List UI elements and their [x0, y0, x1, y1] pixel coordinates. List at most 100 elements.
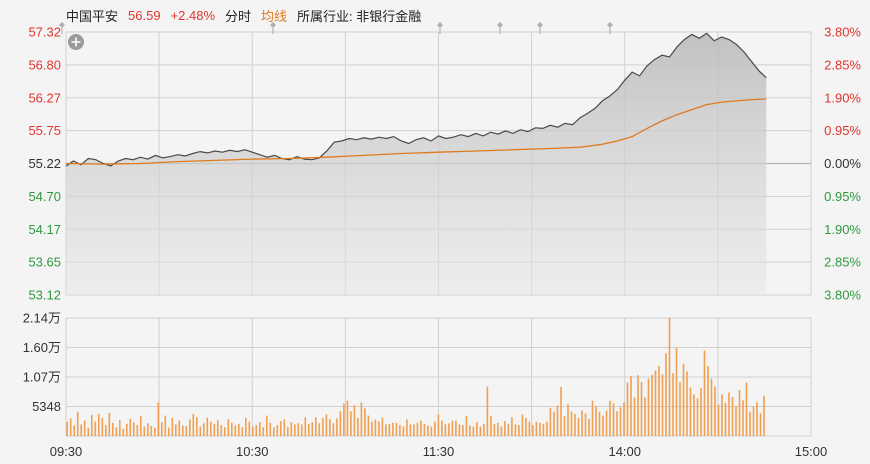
price-area-fill	[66, 33, 767, 296]
volume-bar	[220, 425, 223, 436]
volume-bar	[108, 412, 111, 436]
volume-bar	[350, 411, 352, 436]
volume-bar	[119, 420, 121, 436]
volume-bar	[343, 403, 345, 436]
volume-bar	[665, 353, 667, 436]
volume-bar	[157, 402, 160, 436]
volume-bar	[444, 424, 447, 436]
volume-bar	[105, 425, 107, 436]
volume-bar	[231, 422, 233, 436]
volume-bar	[546, 421, 548, 436]
x-tick: 11:30	[423, 444, 455, 459]
volume-bar	[395, 422, 398, 436]
industry-label[interactable]: 所属行业: 非银行金融	[297, 8, 422, 24]
volume-bar	[364, 408, 366, 436]
volume-bar	[570, 411, 573, 436]
volume-bar	[336, 418, 338, 436]
volume-bar	[87, 427, 90, 436]
plus-circle-icon	[71, 37, 81, 47]
volume-bar	[269, 422, 272, 436]
event-pin-icon	[59, 22, 65, 34]
volume-bar	[661, 374, 664, 436]
volume-bar	[672, 373, 674, 436]
volume-bar	[577, 417, 580, 436]
volume-bar	[413, 424, 415, 436]
average-price-line	[65, 98, 767, 165]
volume-bar	[490, 416, 492, 436]
volume-bar	[73, 425, 75, 436]
volume-bar	[301, 424, 303, 436]
volume-bar	[112, 422, 114, 436]
avg-line-label[interactable]: 均线	[261, 8, 288, 24]
volume-bar	[486, 386, 489, 436]
volume-bar	[399, 425, 401, 436]
volume-bar	[525, 417, 527, 436]
event-pin-icon	[607, 22, 613, 34]
volume-bar	[507, 423, 510, 436]
event-pin-icon	[437, 22, 443, 34]
volume-bar	[710, 378, 713, 436]
volume-bar	[591, 400, 594, 436]
volume-bar	[605, 410, 608, 436]
volume-bar	[290, 422, 293, 436]
y-tick-right: 3.80%	[824, 25, 861, 40]
volume-bar	[682, 363, 685, 436]
volume-bar	[707, 366, 709, 436]
volume-bar	[346, 400, 349, 436]
x-tick: 14:00	[608, 444, 641, 459]
volume-bar	[273, 427, 275, 436]
volume-bar	[339, 411, 342, 436]
volume-bar	[161, 422, 163, 436]
volume-bar	[532, 425, 534, 436]
volume-bar	[304, 417, 307, 436]
volume-bar	[696, 398, 699, 436]
volume-bar	[266, 415, 268, 436]
volume-bar	[735, 406, 737, 436]
event-pin-icon	[497, 22, 503, 34]
volume-bar	[192, 413, 195, 436]
event-markers[interactable]	[59, 22, 613, 34]
volume-bar	[700, 388, 702, 436]
volume-bar	[675, 347, 678, 436]
volume-bar	[374, 419, 377, 436]
volume-bar	[98, 413, 100, 436]
y-tick-left: 54.17	[28, 222, 61, 237]
volume-bar	[738, 390, 741, 436]
price-line	[65, 32, 767, 167]
volume-bar	[651, 374, 653, 436]
volume-bar	[588, 418, 590, 436]
volume-bar	[521, 414, 524, 436]
volume-bar	[472, 426, 475, 436]
volume-bar	[143, 426, 146, 436]
volume-bar	[185, 426, 188, 436]
volume-bar	[140, 416, 142, 436]
volume-bar	[206, 417, 209, 436]
volume-bar	[287, 427, 289, 436]
volume-bar	[252, 426, 254, 436]
current-price: 56.59	[128, 7, 161, 23]
volume-bar	[553, 411, 555, 436]
volume-bar	[80, 424, 82, 436]
y-tick-left: 56.80	[28, 57, 61, 72]
timeshare-label[interactable]: 分时	[225, 8, 252, 24]
volume-bar	[756, 402, 758, 436]
volume-bar	[297, 423, 300, 436]
volume-bar	[367, 415, 370, 436]
add-indicator-button[interactable]	[68, 34, 84, 50]
volume-bar	[385, 424, 387, 436]
volume-bar	[612, 403, 615, 436]
volume-tick: 1.60万	[23, 340, 61, 355]
y-tick-left: 55.75	[28, 123, 61, 138]
volume-bar	[448, 423, 450, 436]
volume-tick: 2.14万	[23, 311, 61, 326]
event-pin-icon	[537, 22, 543, 34]
volume-bar	[406, 419, 408, 436]
volume-bar	[199, 426, 202, 436]
volume-bar	[325, 414, 328, 436]
y-tick-left: 54.70	[28, 189, 61, 204]
volume-bar	[308, 423, 310, 436]
volume-bar	[560, 386, 562, 436]
volume-bar	[234, 425, 237, 436]
volume-bar	[217, 420, 219, 436]
